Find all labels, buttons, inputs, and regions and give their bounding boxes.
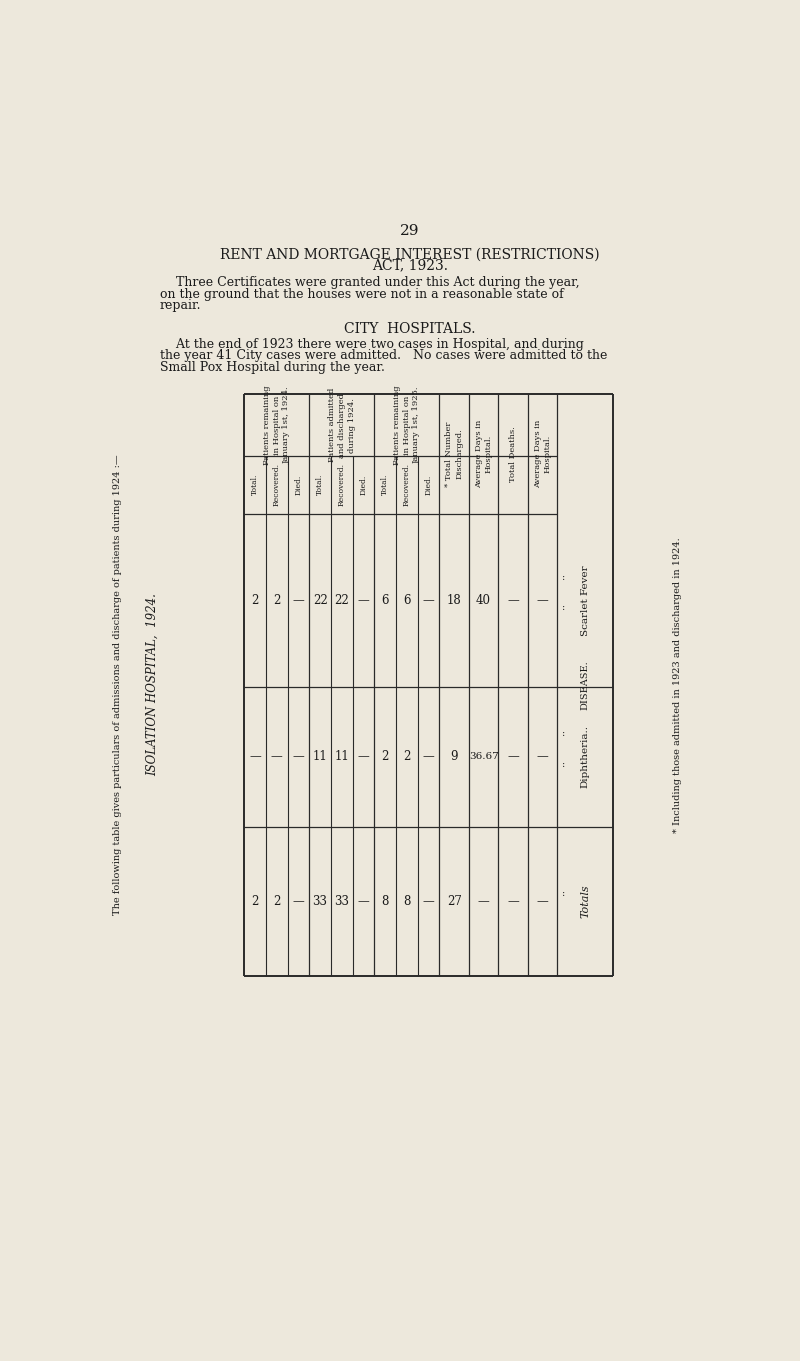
Text: —: — bbox=[537, 593, 549, 607]
Text: :: : bbox=[562, 729, 565, 739]
Text: Total.: Total. bbox=[251, 474, 259, 495]
Text: —: — bbox=[507, 896, 519, 908]
Text: Small Pox Hospital during the year.: Small Pox Hospital during the year. bbox=[160, 361, 385, 374]
Text: Average Days in
Hospital.: Average Days in Hospital. bbox=[474, 421, 493, 489]
Text: Scarlet Fever: Scarlet Fever bbox=[581, 565, 590, 636]
Text: :: : bbox=[562, 573, 565, 581]
Text: 27: 27 bbox=[446, 896, 462, 908]
Text: 6: 6 bbox=[403, 593, 410, 607]
Text: ISOLATION HOSPITAL,  1924.: ISOLATION HOSPITAL, 1924. bbox=[146, 593, 159, 776]
Text: 11: 11 bbox=[334, 750, 349, 764]
Text: Total Deaths.: Total Deaths. bbox=[509, 426, 517, 482]
Text: —: — bbox=[507, 750, 519, 764]
Text: 9: 9 bbox=[450, 750, 458, 764]
Text: Three Certificates were granted under this Act during the year,: Three Certificates were granted under th… bbox=[160, 276, 579, 289]
Text: —: — bbox=[293, 896, 304, 908]
Text: 29: 29 bbox=[400, 225, 420, 238]
Text: —: — bbox=[537, 896, 549, 908]
Text: Total.: Total. bbox=[316, 474, 324, 495]
Text: Died.: Died. bbox=[425, 475, 433, 495]
Text: 2: 2 bbox=[273, 896, 280, 908]
Text: * Including those admitted in 1923 and discharged in 1924.: * Including those admitted in 1923 and d… bbox=[673, 538, 682, 833]
Text: —: — bbox=[293, 593, 304, 607]
Text: 8: 8 bbox=[403, 896, 410, 908]
Text: :: : bbox=[562, 761, 565, 769]
Text: —: — bbox=[507, 593, 519, 607]
Text: ACT, 1923.: ACT, 1923. bbox=[372, 259, 448, 272]
Text: :: : bbox=[562, 603, 565, 612]
Text: 36.67: 36.67 bbox=[469, 753, 498, 762]
Text: on the ground that the houses were not in a reasonable state of: on the ground that the houses were not i… bbox=[160, 287, 563, 301]
Text: 2: 2 bbox=[403, 750, 410, 764]
Text: :: : bbox=[562, 889, 565, 898]
Text: repair.: repair. bbox=[160, 299, 201, 312]
Text: Diphtheria..: Diphtheria.. bbox=[581, 725, 590, 788]
Text: Patients remaining
in Hospital on
January 1st, 1925.: Patients remaining in Hospital on Januar… bbox=[393, 385, 421, 465]
Text: —: — bbox=[249, 750, 261, 764]
Text: At the end of 1923 there were two cases in Hospital, and during: At the end of 1923 there were two cases … bbox=[160, 338, 583, 351]
Text: —: — bbox=[358, 896, 370, 908]
Text: —: — bbox=[422, 593, 434, 607]
Text: Patients admitted
and discharged
during 1924.: Patients admitted and discharged during … bbox=[328, 388, 356, 463]
Text: CITY  HOSPITALS.: CITY HOSPITALS. bbox=[344, 321, 476, 336]
Text: —: — bbox=[422, 896, 434, 908]
Text: Patients remaining
in Hospital on
January 1st, 1924.: Patients remaining in Hospital on Januar… bbox=[263, 385, 290, 465]
Text: 40: 40 bbox=[476, 593, 491, 607]
Text: 6: 6 bbox=[382, 593, 389, 607]
Text: 2: 2 bbox=[382, 750, 389, 764]
Text: Recovered.: Recovered. bbox=[273, 463, 281, 506]
Text: Recovered.: Recovered. bbox=[338, 463, 346, 506]
Text: —: — bbox=[537, 750, 549, 764]
Text: RENT AND MORTGAGE INTEREST (RESTRICTIONS): RENT AND MORTGAGE INTEREST (RESTRICTIONS… bbox=[220, 248, 600, 261]
Text: —: — bbox=[422, 750, 434, 764]
Text: —: — bbox=[358, 750, 370, 764]
Text: —: — bbox=[271, 750, 282, 764]
Text: the year 41 City cases were admitted.   No cases were admitted to the: the year 41 City cases were admitted. No… bbox=[160, 350, 607, 362]
Text: Average Days in
Hospital.: Average Days in Hospital. bbox=[534, 421, 551, 489]
Text: —: — bbox=[293, 750, 304, 764]
Text: 8: 8 bbox=[382, 896, 389, 908]
Text: 22: 22 bbox=[313, 593, 327, 607]
Text: 2: 2 bbox=[273, 593, 280, 607]
Text: Total.: Total. bbox=[381, 474, 389, 495]
Text: —: — bbox=[358, 593, 370, 607]
Text: The following table gives particulars of admissions and discharge of patients du: The following table gives particulars of… bbox=[113, 455, 122, 916]
Text: —: — bbox=[478, 896, 490, 908]
Text: Died.: Died. bbox=[294, 475, 302, 495]
Text: Died.: Died. bbox=[359, 475, 367, 495]
Text: DISEASE.: DISEASE. bbox=[581, 660, 590, 710]
Text: 11: 11 bbox=[313, 750, 327, 764]
Text: 18: 18 bbox=[446, 593, 462, 607]
Text: Recovered.: Recovered. bbox=[403, 463, 411, 506]
Text: * Total Number
Discharged.: * Total Number Discharged. bbox=[446, 422, 463, 487]
Text: Totals: Totals bbox=[580, 885, 590, 919]
Text: 22: 22 bbox=[334, 593, 349, 607]
Text: 2: 2 bbox=[251, 593, 258, 607]
Text: 33: 33 bbox=[313, 896, 328, 908]
Text: 33: 33 bbox=[334, 896, 350, 908]
Text: 2: 2 bbox=[251, 896, 258, 908]
